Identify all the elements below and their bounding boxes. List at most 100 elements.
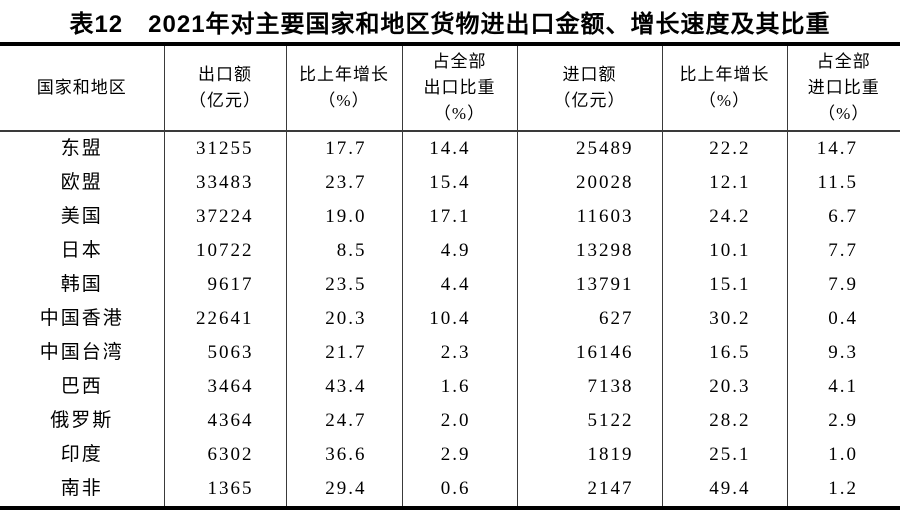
cell-export-value: 10722 bbox=[164, 234, 287, 268]
cell-import-growth: 49.4 bbox=[662, 472, 788, 508]
cell-import-value: 11603 bbox=[517, 200, 663, 234]
region-name: 南非 bbox=[0, 472, 165, 508]
cell-export-growth: 36.6 bbox=[286, 438, 403, 472]
cell-import-share: 9.3 bbox=[828, 342, 858, 363]
region-name: 韩国 bbox=[0, 268, 165, 302]
cell-export-value: 9617 bbox=[164, 268, 287, 302]
cell-import-growth: 16.5 bbox=[662, 336, 788, 370]
header-line: 国家和地区 bbox=[36, 78, 127, 97]
header-line: 进口比重 bbox=[807, 78, 880, 97]
table-row-taiwan: 中国台湾 5063 21.7 2.3 16146 16.5 9.3 bbox=[0, 336, 900, 370]
region-name: 印度 bbox=[0, 438, 165, 472]
cell-import-value: 2147 bbox=[517, 472, 663, 508]
cell-import-value: 13298 bbox=[517, 234, 663, 268]
table-row-russia: 俄罗斯 4364 24.7 2.0 5122 28.2 2.9 bbox=[0, 404, 900, 438]
cell-export-value: 37224 bbox=[164, 200, 287, 234]
table-row-usa: 美国 37224 19.0 17.1 11603 24.2 6.7 bbox=[0, 200, 900, 234]
cell-import-share: 7.9 bbox=[828, 274, 858, 295]
col-header-export-value: 出口额 （亿元） bbox=[164, 44, 287, 132]
cell-export-growth: 19.0 bbox=[286, 200, 403, 234]
table-body: 东盟 31255 17.7 14.4 25489 22.2 14.7 欧盟 33… bbox=[0, 131, 900, 508]
cell-export-value: 5063 bbox=[164, 336, 287, 370]
cell-import-growth: 25.1 bbox=[662, 438, 788, 472]
cell-import-share: 1.2 bbox=[828, 478, 858, 499]
cell-export-growth: 17.7 bbox=[286, 131, 403, 166]
cell-export-value: 4364 bbox=[164, 404, 287, 438]
cell-import-growth: 10.1 bbox=[662, 234, 788, 268]
cell-export-growth: 21.7 bbox=[286, 336, 403, 370]
table-row-hongkong: 中国香港 22641 20.3 10.4 627 30.2 0.4 bbox=[0, 302, 900, 336]
cell-export-share: 2.3 bbox=[402, 336, 518, 370]
cell-import-share: 6.7 bbox=[828, 206, 858, 227]
cell-export-value: 1365 bbox=[164, 472, 287, 508]
cell-export-share: 1.6 bbox=[402, 370, 518, 404]
col-header-export-growth: 比上年增长 （%） bbox=[286, 44, 403, 132]
cell-export-value: 33483 bbox=[164, 166, 287, 200]
table-header: 国家和地区 出口额 （亿元） 比上年增长 （%） 占全部 出口比重 （%） 进口… bbox=[0, 44, 900, 132]
table-row-japan: 日本 10722 8.5 4.9 13298 10.1 7.7 bbox=[0, 234, 900, 268]
header-line: （%） bbox=[818, 104, 870, 123]
cell-export-value: 3464 bbox=[164, 370, 287, 404]
cell-export-share: 0.6 bbox=[402, 472, 518, 508]
table-row-eu: 欧盟 33483 23.7 15.4 20028 12.1 11.5 bbox=[0, 166, 900, 200]
header-line: 比上年增长 bbox=[299, 65, 389, 84]
cell-export-growth: 23.7 bbox=[286, 166, 403, 200]
cell-export-share: 10.4 bbox=[402, 302, 518, 336]
import-export-table: 国家和地区 出口额 （亿元） 比上年增长 （%） 占全部 出口比重 （%） 进口… bbox=[0, 42, 900, 510]
cell-export-growth: 29.4 bbox=[286, 472, 403, 508]
cell-import-growth: 20.3 bbox=[662, 370, 788, 404]
cell-export-value: 22641 bbox=[164, 302, 287, 336]
header-line: 出口比重 bbox=[423, 78, 496, 97]
cell-import-share: 14.7 bbox=[816, 138, 858, 159]
cell-export-value: 6302 bbox=[164, 438, 287, 472]
table-row-korea: 韩国 9617 23.5 4.4 13791 15.1 7.9 bbox=[0, 268, 900, 302]
cell-import-share: 4.1 bbox=[828, 376, 858, 397]
header-line: 出口额 bbox=[198, 65, 252, 84]
cell-export-growth: 43.4 bbox=[286, 370, 403, 404]
table-row-asean: 东盟 31255 17.7 14.4 25489 22.2 14.7 bbox=[0, 131, 900, 166]
col-header-region: 国家和地区 bbox=[0, 44, 165, 132]
cell-import-value: 7138 bbox=[517, 370, 663, 404]
cell-export-share: 2.9 bbox=[402, 438, 518, 472]
col-header-import-growth: 比上年增长 （%） bbox=[662, 44, 788, 132]
cell-import-share: 7.7 bbox=[828, 240, 858, 261]
cell-import-value: 1819 bbox=[517, 438, 663, 472]
cell-export-growth: 23.5 bbox=[286, 268, 403, 302]
header-line: （%） bbox=[698, 91, 751, 110]
cell-import-share: 2.9 bbox=[828, 410, 858, 431]
cell-import-share: 11.5 bbox=[817, 172, 858, 193]
header-line: 比上年增长 bbox=[679, 65, 770, 84]
cell-import-value: 25489 bbox=[517, 131, 663, 166]
table-title: 表12 2021年对主要国家和地区货物进出口金额、增长速度及其比重 bbox=[69, 10, 831, 38]
cell-export-share: 2.0 bbox=[402, 404, 518, 438]
cell-import-share: 1.0 bbox=[828, 444, 858, 465]
cell-export-share: 17.1 bbox=[402, 200, 518, 234]
header-row: 国家和地区 出口额 （亿元） 比上年增长 （%） 占全部 出口比重 （%） 进口… bbox=[0, 44, 900, 132]
cell-export-value: 31255 bbox=[164, 131, 287, 166]
cell-export-share: 15.4 bbox=[402, 166, 518, 200]
header-line: （亿元） bbox=[553, 91, 626, 110]
cell-import-value: 13791 bbox=[517, 268, 663, 302]
header-line: （%） bbox=[318, 91, 370, 110]
region-name: 中国台湾 bbox=[0, 336, 165, 370]
header-line: 占全部 bbox=[816, 52, 871, 71]
table-row-india: 印度 6302 36.6 2.9 1819 25.1 1.0 bbox=[0, 438, 900, 472]
cell-export-growth: 20.3 bbox=[286, 302, 403, 336]
col-header-import-share: 占全部 进口比重 （%） bbox=[787, 44, 900, 132]
region-name: 东盟 bbox=[0, 131, 165, 166]
cell-import-growth: 22.2 bbox=[662, 131, 788, 166]
cell-import-growth: 15.1 bbox=[662, 268, 788, 302]
region-name: 俄罗斯 bbox=[0, 404, 165, 438]
col-header-export-share: 占全部 出口比重 （%） bbox=[402, 44, 518, 132]
header-line: 占全部 bbox=[432, 52, 487, 71]
cell-import-growth: 28.2 bbox=[662, 404, 788, 438]
col-header-import-value: 进口额 （亿元） bbox=[517, 44, 663, 132]
table-row-brazil: 巴西 3464 43.4 1.6 7138 20.3 4.1 bbox=[0, 370, 900, 404]
cell-export-growth: 8.5 bbox=[286, 234, 403, 268]
cell-import-value: 16146 bbox=[517, 336, 663, 370]
region-name: 欧盟 bbox=[0, 166, 165, 200]
cell-import-growth: 12.1 bbox=[662, 166, 788, 200]
region-name: 日本 bbox=[0, 234, 165, 268]
cell-import-value: 5122 bbox=[517, 404, 663, 438]
